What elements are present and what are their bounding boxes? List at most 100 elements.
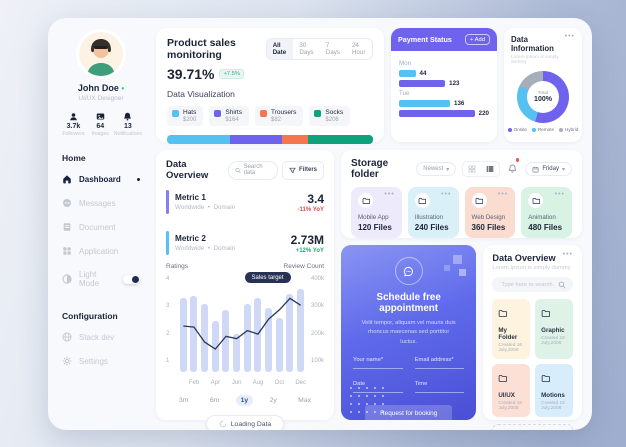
more-menu-icon[interactable]: ••• <box>497 191 509 198</box>
list-view-icon <box>486 166 494 172</box>
tab-30-days[interactable]: 30 Days <box>299 42 314 56</box>
avatar[interactable] <box>79 32 123 76</box>
legend-chip-socks[interactable]: Socks $206 <box>309 106 351 126</box>
donut-legend: Onsite Remote Hybrid <box>507 127 578 132</box>
folder-icon <box>499 375 508 382</box>
range-2y[interactable]: 2y <box>269 397 277 404</box>
donut-center-value: 100% <box>534 96 552 103</box>
range-max[interactable]: Max <box>298 397 311 404</box>
folder-mobile-app[interactable]: ••• Mobile App 120 Files <box>351 187 402 238</box>
range-3m[interactable]: 3m <box>179 397 189 404</box>
storage-folder-card: Storage folder Newest ▾ <box>341 150 582 238</box>
stacked-segment-hats <box>167 135 231 144</box>
add-button[interactable]: + Add <box>465 34 490 45</box>
upload-file-dropzone[interactable]: Upload File <box>492 424 573 430</box>
day-dropdown[interactable]: Friday ▾ <box>525 162 572 176</box>
sidebar-item-settings[interactable]: Settings <box>58 349 144 373</box>
more-menu-icon[interactable]: ••• <box>564 33 575 40</box>
tile-uiux[interactable]: UI/UX Created 16 July,2008 <box>492 364 531 417</box>
toggle-knob <box>132 275 139 283</box>
tab-24-hour[interactable]: 24 Hour <box>351 42 366 56</box>
legend-amount: $206 <box>325 117 339 123</box>
filters-button[interactable]: Filters <box>281 160 324 180</box>
x-axis-label: Aug <box>252 380 264 386</box>
tile-name: My Folder <box>498 327 518 341</box>
decor-square <box>444 265 451 271</box>
loading-data-button[interactable]: Loading Data <box>205 415 285 430</box>
sort-dropdown[interactable]: Newest ▾ <box>416 162 457 176</box>
stat-images[interactable]: 64 Images <box>87 112 114 137</box>
folder-list: ••• Mobile App 120 Files ••• Illustratio… <box>351 187 572 238</box>
tile-motions[interactable]: Motions Created 16 July,2008 <box>535 364 573 417</box>
metric-accent <box>166 190 169 214</box>
payment-bar-value: 220 <box>478 110 489 117</box>
legend-chip-shirts[interactable]: Shirts $164 <box>209 106 249 126</box>
config-section-label: Configuration <box>62 311 118 321</box>
name-field[interactable]: Your name* <box>353 357 403 369</box>
metric-row-2[interactable]: Metric 2 Worldwide • Domain 2.73M +12% Y… <box>166 231 324 255</box>
storage-folder-title: Storage folder <box>351 158 389 180</box>
stat-label: Notifications <box>113 131 142 137</box>
search-input[interactable] <box>499 280 557 289</box>
folder-icon-circle <box>471 193 487 208</box>
tab-7-days[interactable]: 7 Days <box>325 42 340 56</box>
content-area: Product sales monitoring All Date 30 Day… <box>154 18 592 430</box>
legend-chip-hats[interactable]: Hats $200 <box>167 106 204 126</box>
folder-illustration[interactable]: ••• Illustration 240 Files <box>407 187 459 238</box>
tile-graphic[interactable]: Graphic Created 16 July,2008 <box>535 299 573 359</box>
folder-web-design[interactable]: ••• Web Design 360 Files <box>464 187 516 238</box>
left-axis-title: Ratings <box>166 263 189 270</box>
folder-animation[interactable]: ••• Animation 480 Files <box>521 187 572 238</box>
legend-chip-trousers[interactable]: Trousers $82 <box>255 106 304 126</box>
tile-meta: Created 16 July,2008 <box>498 401 523 411</box>
sidebar-item-document[interactable]: Document <box>58 215 144 239</box>
globe-icon <box>62 332 72 342</box>
more-menu-icon[interactable]: ••• <box>384 191 395 198</box>
metric-row-1[interactable]: Metric 1 Worldwide • Domain 3.4 -11% YoY <box>166 190 324 214</box>
sidebar-item-label: Dashboard <box>79 174 121 184</box>
more-menu-icon[interactable]: ••• <box>562 251 573 258</box>
search-data-button[interactable]: Search data <box>227 160 278 180</box>
grid-view-button[interactable] <box>463 162 481 176</box>
search-box[interactable] <box>492 277 573 292</box>
stat-label: Images <box>91 131 109 137</box>
stat-followers[interactable]: 3.7k Followers <box>60 112 87 137</box>
tile-my-folder[interactable]: My Folder Created 16 July,2008 <box>492 299 531 359</box>
more-menu-icon[interactable]: ••• <box>554 191 565 198</box>
folder-name: Mobile App <box>358 214 389 221</box>
stacked-segment-trousers <box>282 135 308 144</box>
sidebar-item-application[interactable]: Application <box>58 239 144 263</box>
chart-bar <box>265 307 273 372</box>
sales-kpi-value: 39.71% <box>167 66 215 82</box>
email-field[interactable]: Email address* <box>414 357 465 369</box>
more-menu-icon[interactable]: ••• <box>441 191 452 198</box>
legend-swatch <box>260 110 267 117</box>
view-switcher <box>462 161 501 177</box>
folder-name: Illustration <box>414 214 443 221</box>
time-field[interactable]: Time <box>414 381 465 393</box>
payment-status-title: Payment Status <box>398 35 452 44</box>
notification-bell-button[interactable] <box>506 158 520 179</box>
data-overview-card: Data Overview Search data Filters <box>156 150 334 430</box>
tab-all-date[interactable]: All Date <box>266 39 294 59</box>
sidebar-item-messages[interactable]: Messages <box>58 191 144 215</box>
images-icon <box>96 113 105 120</box>
data-overview-2-card: Data Overview ••• Lorem Ipsum is simply … <box>483 245 582 430</box>
legend-name: Trousers <box>271 109 297 116</box>
payment-bar <box>399 70 416 77</box>
range-1y[interactable]: 1y <box>235 395 254 406</box>
legend-swatch <box>314 110 322 117</box>
folder-icon <box>418 197 427 204</box>
legend-hybrid: Hybrid <box>559 127 578 132</box>
sidebar-item-stack-dev[interactable]: Stack dev <box>58 325 144 349</box>
light-mode-toggle[interactable] <box>123 274 140 284</box>
range-6m[interactable]: 6m <box>209 397 220 404</box>
x-axis-label: Apr <box>210 380 220 386</box>
user-stats: 3.7k Followers 64 Images 13 Notification… <box>60 112 142 137</box>
sidebar-item-dashboard[interactable]: Dashboard <box>58 167 144 191</box>
list-view-button[interactable] <box>481 162 499 176</box>
sidebar-item-light-mode[interactable]: Light Mode <box>58 263 144 295</box>
stat-notifications[interactable]: 13 Notifications <box>114 112 142 137</box>
payment-bar-value: 44 <box>419 70 427 77</box>
